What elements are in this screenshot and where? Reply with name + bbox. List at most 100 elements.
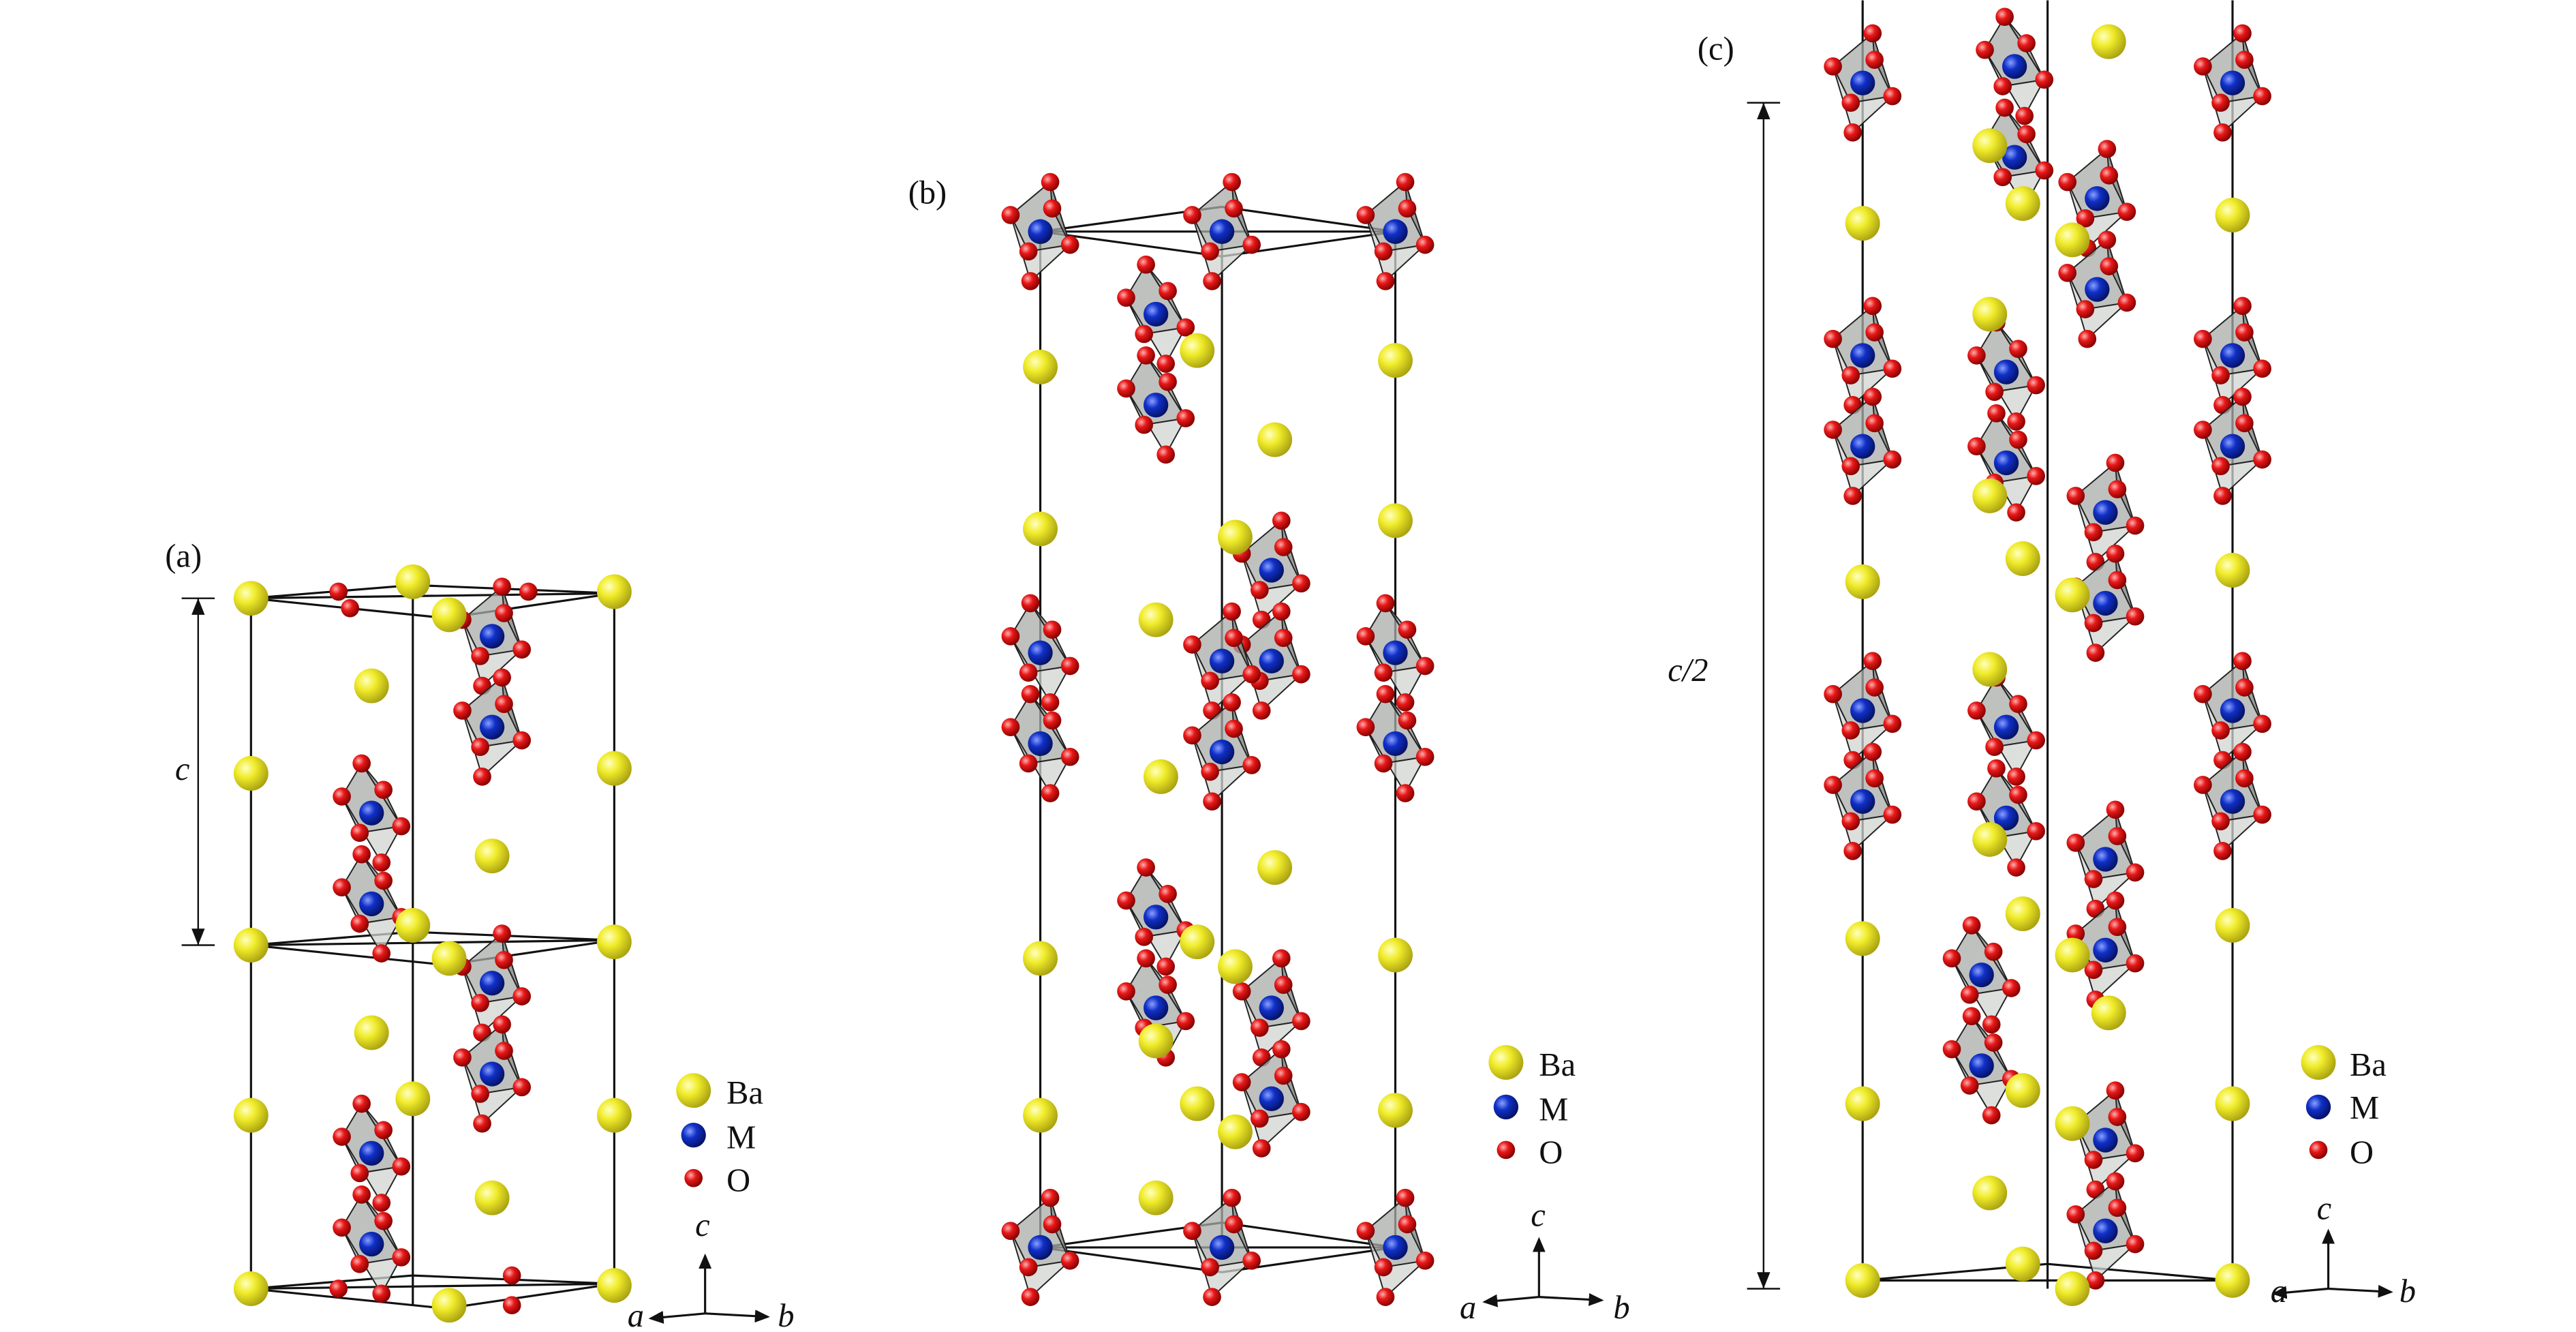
o-atom [1043,199,1062,218]
o-atom [1203,1288,1221,1306]
panel-label-b: (b) [908,175,947,211]
o-atom [2007,768,2025,786]
ba-atom [1845,1086,1880,1121]
ba-atom [395,907,431,943]
o-atom [1203,272,1221,290]
octahedron-face [1871,33,1893,97]
o-atom [1415,747,1435,766]
octahedron [1117,255,1195,373]
octahedron [1001,1188,1079,1306]
m-atom [2093,847,2118,872]
o-atom [1203,792,1221,811]
legend-o-c: O [2350,1134,2374,1170]
octahedron [333,754,411,872]
o-atom [1060,235,1079,254]
o-atom [1863,24,1882,43]
ba-atom [1257,850,1293,886]
o-atom [1376,272,1395,290]
ba-atom [1972,1175,2008,1211]
ba-atom [1143,759,1178,794]
m-atom [1850,789,1875,814]
o-atom [2233,742,2252,761]
o-atom [2084,870,2103,888]
m-atom [1850,698,1875,723]
m-atom [2002,54,2027,79]
m-atom [1993,359,2019,384]
o-atom [471,993,489,1012]
m-atom [2085,277,2110,302]
dimension-arrow [1757,102,1770,119]
m-atom [1209,1235,1235,1260]
o-atom [1201,671,1219,691]
ba-atom [2215,198,2250,232]
o-atom [1223,1188,1241,1207]
octahedron-face [1871,661,1893,725]
m-atom [1143,995,1169,1020]
o-atom [2235,323,2254,342]
o-atom [473,768,491,786]
o-atom [495,1042,513,1060]
o-atom [2106,1081,2125,1100]
o-atom [1176,1012,1195,1031]
o-atom [1242,756,1261,774]
legend-o-b: O [1539,1134,1563,1170]
octahedron [333,1185,411,1303]
ba-atom [431,1288,467,1323]
o-atom [2235,50,2254,70]
octahedron [2066,1081,2145,1199]
o-atom [1942,1040,1961,1059]
o-atom [493,577,511,596]
o-atom [1201,762,1219,781]
o-atom [2009,430,2027,449]
ba-atom [2055,1106,2090,1141]
o-atom [1183,635,1201,654]
ba-atom [1378,1093,1413,1128]
octahedron-face [1405,1197,1426,1261]
octahedron-face [2241,33,2263,97]
o-atom [1863,652,1882,671]
ba-atom [2005,1073,2040,1108]
o-atom [1117,891,1135,910]
o-atom [1993,168,2012,187]
octahedron [1183,693,1261,811]
o-atom [495,604,513,622]
octahedron-face [1871,305,1893,369]
o-atom [1960,985,1979,1004]
o-atom [1374,1258,1393,1277]
o-atom [2084,614,2103,633]
octahedron-face [2114,462,2136,526]
o-atom [1824,776,1842,794]
m-atom [681,1122,706,1148]
o-atom [1863,742,1882,761]
o-atom [1250,1109,1269,1128]
ba-atom [2301,1045,2336,1080]
text-layer: (a) c Ba M O a b c (b) Ba M O a b c (c) … [165,31,2416,1332]
m-atom [2305,1094,2331,1120]
legend-m-b: M [1539,1091,1568,1127]
octahedron [2058,230,2136,348]
m-atom [2220,343,2245,368]
o-atom [1841,721,1860,740]
o-atom [2098,140,2117,158]
o-atom [1984,942,2003,961]
o-atom [2100,166,2119,185]
dimension-arrow [191,928,205,945]
o-atom [1176,409,1195,427]
o-atom [1398,711,1417,730]
o-atom [1223,602,1241,621]
m-atom [1969,962,1994,988]
octahedron [2066,544,2145,662]
o-atom [1824,421,1842,439]
o-atom [1201,1258,1219,1277]
octahedron [1824,742,1902,860]
octahedron-face [501,1024,523,1088]
o-atom [350,914,369,933]
ba-atom [1218,1114,1253,1149]
o-atom [2126,1144,2145,1163]
o-atom [1117,288,1135,307]
o-atom [350,823,369,843]
m-atom [1383,219,1408,244]
o-atom [2117,202,2136,221]
o-atom [1001,627,1020,646]
o-atom [1041,1188,1060,1207]
